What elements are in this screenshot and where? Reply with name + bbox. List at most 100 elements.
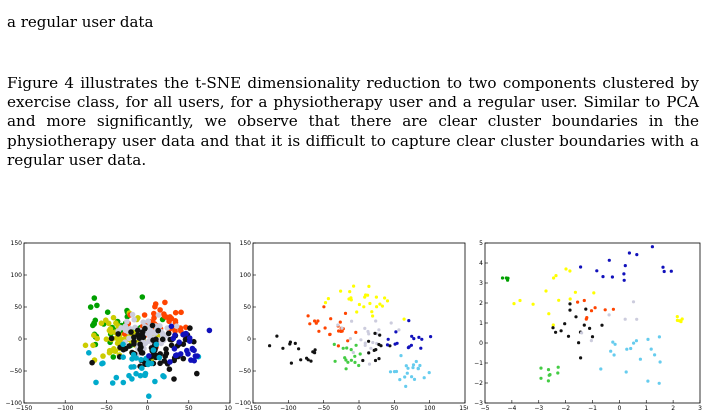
scatter-point bbox=[299, 358, 303, 362]
scatter-point bbox=[128, 329, 134, 335]
scatter-point bbox=[362, 305, 366, 309]
scatter-point bbox=[623, 317, 627, 321]
scatter-point bbox=[411, 363, 416, 367]
scatter-point bbox=[313, 319, 317, 323]
scatter-point bbox=[120, 346, 127, 353]
scatter-point bbox=[568, 297, 572, 301]
scatter-point bbox=[556, 365, 560, 369]
scatter-point bbox=[539, 376, 543, 380]
scatter-point bbox=[340, 326, 344, 330]
scatter-point bbox=[603, 308, 607, 312]
scatter-point bbox=[333, 359, 337, 363]
scatter-point bbox=[589, 339, 593, 343]
scatter-point bbox=[176, 339, 182, 345]
x-tick-label: −100 bbox=[280, 405, 297, 412]
scatter-point bbox=[638, 357, 642, 361]
scatter-point bbox=[419, 346, 423, 350]
scatter-point bbox=[635, 253, 639, 257]
scatter-point bbox=[136, 335, 143, 341]
scatter-point bbox=[89, 359, 95, 366]
scatter-point bbox=[323, 301, 328, 305]
scatter-point bbox=[349, 348, 353, 352]
scatter-point bbox=[661, 265, 665, 269]
scatter-point bbox=[579, 356, 583, 360]
scatter-point bbox=[624, 370, 628, 374]
x-tick-label: −3 bbox=[534, 405, 543, 412]
scatter-point bbox=[268, 344, 272, 348]
scatter-point bbox=[91, 321, 97, 327]
scatter-point bbox=[133, 370, 139, 377]
scatter-point bbox=[404, 384, 408, 388]
scatter-point bbox=[135, 327, 141, 334]
scatter-point bbox=[191, 357, 197, 364]
scatter-point bbox=[106, 349, 113, 356]
scatter-point bbox=[378, 302, 382, 306]
scatter-point bbox=[662, 269, 666, 274]
scatter-point bbox=[180, 331, 186, 338]
scatter-point bbox=[332, 342, 336, 346]
preceding-text-fragment: a regular user data bbox=[7, 13, 154, 31]
scatter-point bbox=[178, 309, 184, 316]
scatter-point bbox=[90, 342, 96, 349]
scatter-point bbox=[163, 350, 170, 357]
scatter-point bbox=[171, 357, 177, 364]
scatter-point bbox=[120, 354, 126, 360]
scatter-point bbox=[190, 346, 196, 353]
scatter-point bbox=[336, 344, 340, 348]
scatter-point bbox=[554, 274, 558, 278]
scatter-point bbox=[137, 372, 144, 379]
scatter-point bbox=[99, 360, 105, 367]
scatter-point bbox=[180, 355, 187, 362]
scatter-point bbox=[399, 354, 403, 358]
scatter-point bbox=[418, 363, 422, 368]
scatter-point bbox=[153, 336, 159, 343]
scatter-point bbox=[646, 337, 650, 341]
scatter-point bbox=[106, 327, 113, 334]
scatter-point bbox=[599, 367, 603, 371]
scatter-point bbox=[373, 331, 377, 335]
scatter-point bbox=[568, 302, 572, 306]
scatter-point bbox=[126, 343, 132, 349]
x-tick-label: 100 bbox=[424, 405, 436, 412]
scatter-point bbox=[140, 319, 146, 325]
scatter-point bbox=[406, 366, 410, 370]
scatter-point bbox=[679, 319, 683, 323]
scatter-point bbox=[375, 305, 379, 309]
scatter-point bbox=[349, 298, 353, 302]
scatter-point bbox=[146, 393, 152, 399]
scatter-point bbox=[138, 356, 144, 363]
scatter-point bbox=[427, 371, 431, 375]
scatter-point bbox=[367, 284, 371, 288]
scatter-point bbox=[288, 342, 292, 346]
scatter-point bbox=[646, 379, 650, 383]
scatter-point bbox=[146, 353, 152, 359]
scatter-point bbox=[366, 293, 370, 297]
plot-frame bbox=[484, 242, 701, 404]
y-tick-label: 50 bbox=[14, 304, 22, 311]
scatter-point bbox=[163, 346, 169, 352]
scatter-point bbox=[122, 323, 129, 329]
scatter-point bbox=[371, 340, 375, 345]
scatter-point bbox=[363, 341, 367, 345]
scatter-point bbox=[139, 294, 146, 300]
x-tick-label: 0 bbox=[617, 405, 621, 412]
scatter-point bbox=[414, 359, 418, 364]
scatter-point bbox=[389, 321, 393, 325]
scatter-point bbox=[650, 245, 654, 249]
scatter-point bbox=[316, 319, 320, 323]
scatter-points bbox=[268, 284, 433, 388]
scatter-point bbox=[554, 330, 558, 334]
x-tick-label: −150 bbox=[245, 405, 262, 412]
scatter-point bbox=[546, 368, 551, 372]
scatter-points bbox=[82, 294, 213, 399]
scatter-point bbox=[512, 302, 516, 306]
y-tick-label: −50 bbox=[238, 368, 251, 375]
y-tick-label: 4 bbox=[479, 260, 483, 267]
scatter-point bbox=[370, 310, 374, 314]
scatter-point bbox=[191, 338, 197, 345]
scatter-point bbox=[187, 325, 193, 331]
x-tick-label: 3 bbox=[698, 405, 702, 412]
y-tick-label: −100 bbox=[235, 400, 251, 407]
scatter-point bbox=[386, 337, 390, 341]
scatter-point bbox=[151, 315, 157, 321]
